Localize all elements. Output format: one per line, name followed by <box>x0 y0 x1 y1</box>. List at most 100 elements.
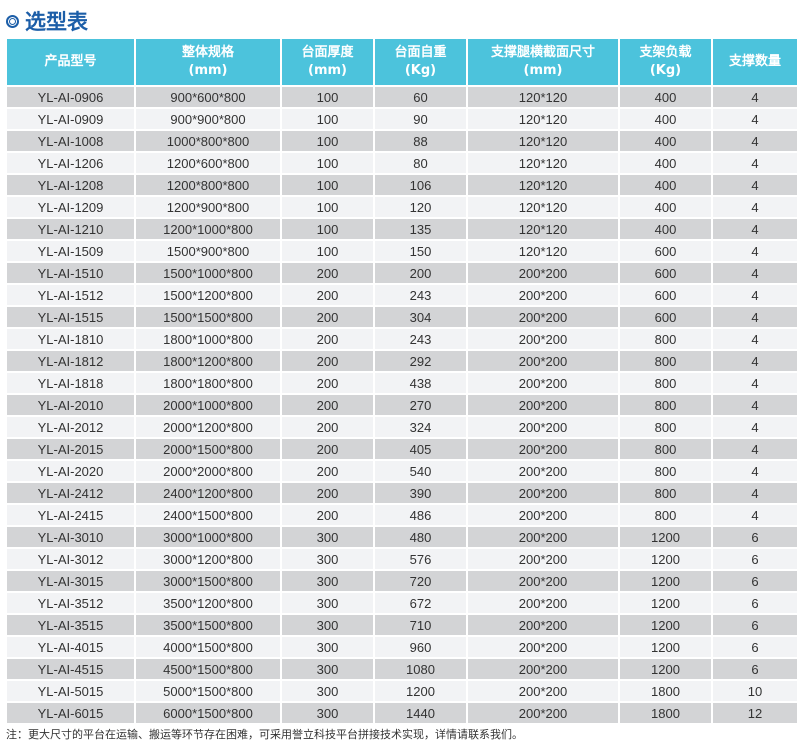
table-cell: 1200 <box>618 657 713 681</box>
table-cell: 438 <box>373 371 468 395</box>
table-cell: 2000*2000*800 <box>134 459 282 483</box>
table-cell: 300 <box>280 569 375 593</box>
table-cell: YL-AI-1208 <box>5 173 136 197</box>
table-cell: 3000*1000*800 <box>134 525 282 549</box>
table-row: YL-AI-2020 2000*2000*800 200 540 200*200 800 4 <box>5 459 799 483</box>
table-cell: 6 <box>711 591 799 615</box>
table-cell: 800 <box>618 415 713 439</box>
table-cell: 405 <box>373 437 468 461</box>
table-cell: 4 <box>711 305 799 329</box>
table-cell: 100 <box>280 107 375 131</box>
table-row: YL-AI-3515 3500*1500*800 300 710 200*200 1200… <box>5 613 799 637</box>
table-cell: 120*120 <box>466 239 620 263</box>
table-cell: 1080 <box>373 657 468 681</box>
table-cell: 100 <box>280 173 375 197</box>
table-cell: 2000*1200*800 <box>134 415 282 439</box>
table-cell: 1200*900*800 <box>134 195 282 219</box>
table-cell: 4 <box>711 107 799 131</box>
table-row: YL-AI-3512 3500*1200*800 300 672 200*200 1200… <box>5 591 799 615</box>
table-cell: 200 <box>280 415 375 439</box>
table-cell: YL-AI-1210 <box>5 217 136 241</box>
table-cell: 800 <box>618 481 713 505</box>
table-cell: 200*200 <box>466 525 620 549</box>
column-header: 台面厚度 (mm) <box>280 37 375 87</box>
table-row: YL-AI-1008 1000*800*800 100 88 120*120 400 4 <box>5 129 799 153</box>
table-row: YL-AI-2415 2400*1500*800 200 486 200*200 800 4 <box>5 503 799 527</box>
table-cell: 1500*1000*800 <box>134 261 282 285</box>
table-cell: 200*200 <box>466 261 620 285</box>
table-cell: 120*120 <box>466 129 620 153</box>
table-cell: 4 <box>711 217 799 241</box>
table-cell: 4 <box>711 371 799 395</box>
table-cell: 200 <box>280 437 375 461</box>
table-cell: 200*200 <box>466 591 620 615</box>
table-cell: 200*200 <box>466 393 620 417</box>
table-cell: YL-AI-1810 <box>5 327 136 351</box>
table-cell: 1500*1200*800 <box>134 283 282 307</box>
table-cell: 600 <box>618 283 713 307</box>
table-cell: YL-AI-1510 <box>5 261 136 285</box>
column-header: 支撑数量 <box>711 37 799 87</box>
table-cell: 200*200 <box>466 481 620 505</box>
table-row: YL-AI-5015 5000*1500*800 300 1200 200*200 180… <box>5 679 799 703</box>
table-cell: YL-AI-3015 <box>5 569 136 593</box>
table-cell: 200 <box>280 371 375 395</box>
table-cell: 2000*1000*800 <box>134 393 282 417</box>
table-cell: YL-AI-2010 <box>5 393 136 417</box>
table-cell: 300 <box>280 547 375 571</box>
column-header: 产品型号 <box>5 37 136 87</box>
table-cell: 200*200 <box>466 569 620 593</box>
table-row: YL-AI-2412 2400*1200*800 200 390 200*200 800 4 <box>5 481 799 505</box>
table-cell: 1440 <box>373 701 468 725</box>
table-cell: 4 <box>711 195 799 219</box>
table-cell: 200 <box>280 393 375 417</box>
table-row: YL-AI-1510 1500*1000*800 200 200 200*200 600 4 <box>5 261 799 285</box>
table-cell: 200 <box>280 327 375 351</box>
table-cell: 1200*600*800 <box>134 151 282 175</box>
table-cell: 486 <box>373 503 468 527</box>
table-cell: YL-AI-1818 <box>5 371 136 395</box>
table-cell: 4 <box>711 481 799 505</box>
table-row: YL-AI-6015 6000*1500*800 300 1440 200*200 180… <box>5 701 799 725</box>
table-cell: 100 <box>280 195 375 219</box>
table-cell: 1800 <box>618 701 713 725</box>
table-cell: 1800 <box>618 679 713 703</box>
table-cell: 900*900*800 <box>134 107 282 131</box>
table-cell: 200*200 <box>466 349 620 373</box>
table-cell: 200*200 <box>466 437 620 461</box>
table-row: YL-AI-2010 2000*1000*800 200 270 200*200 800 4 <box>5 393 799 417</box>
table-row: YL-AI-3012 3000*1200*800 300 576 200*200 1200… <box>5 547 799 571</box>
table-cell: 4 <box>711 283 799 307</box>
table-cell: 2400*1200*800 <box>134 481 282 505</box>
table-cell: 200*200 <box>466 701 620 725</box>
table-cell: 3500*1500*800 <box>134 613 282 637</box>
table-cell: 1800*1200*800 <box>134 349 282 373</box>
table-cell: YL-AI-0906 <box>5 85 136 109</box>
table-cell: 4000*1500*800 <box>134 635 282 659</box>
table-cell: 200*200 <box>466 459 620 483</box>
column-header-label: 支撑腿横截面尺寸 <box>490 45 595 60</box>
table-body: YL-AI-0906 900*600*800 100 60 120*120 400 4 YL-… <box>5 85 799 725</box>
table-row: YL-AI-4015 4000*1500*800 300 960 200*200 1200… <box>5 635 799 659</box>
column-header: 支架负载 (Kg) <box>618 37 713 87</box>
table-cell: 200 <box>280 481 375 505</box>
table-cell: YL-AI-5015 <box>5 679 136 703</box>
table-cell: 80 <box>373 151 468 175</box>
table-cell: 800 <box>618 503 713 527</box>
table-cell: 2000*1500*800 <box>134 437 282 461</box>
table-row: YL-AI-1209 1200*900*800 100 120 120*120 400 4 <box>5 195 799 219</box>
column-header-label: 产品型号 <box>44 54 97 69</box>
table-cell: YL-AI-4515 <box>5 657 136 681</box>
table-row: YL-AI-0906 900*600*800 100 60 120*120 400 4 <box>5 85 799 109</box>
table-cell: 400 <box>618 129 713 153</box>
table-cell: YL-AI-2412 <box>5 481 136 505</box>
table-cell: 106 <box>373 173 468 197</box>
table-cell: YL-AI-1206 <box>5 151 136 175</box>
table-cell: 4 <box>711 503 799 527</box>
table-cell: 243 <box>373 327 468 351</box>
column-header-unit: (Kg) <box>649 63 682 78</box>
column-header-label: 支撑数量 <box>728 54 781 69</box>
table-cell: 672 <box>373 591 468 615</box>
table-row: YL-AI-3010 3000*1000*800 300 480 200*200 1200… <box>5 525 799 549</box>
table-cell: 120 <box>373 195 468 219</box>
